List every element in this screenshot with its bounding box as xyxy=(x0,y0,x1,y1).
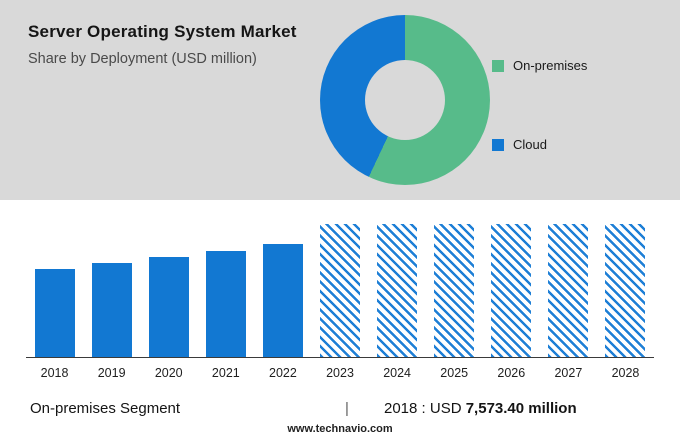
bar-slot xyxy=(483,224,540,357)
footer-caption: On-premises Segment | 2018 : USD 7,573.4… xyxy=(0,392,680,424)
bar-2020 xyxy=(148,257,189,357)
bar-2022 xyxy=(262,244,303,357)
bar-2027 xyxy=(548,224,589,357)
bar-chart-section: 2018 2019 2020 2021 2022 2023 2024 2025 2026 2027… xyxy=(0,200,680,380)
page-subtitle: Share by Deployment (USD million) xyxy=(28,51,257,67)
bar-chart-x-axis-labels: 2018 2019 2020 2021 2022 2023 2024 2025 2026 2027… xyxy=(26,358,654,380)
value-prefix: 2018 : USD xyxy=(384,399,462,417)
bar-year-label: 2025 xyxy=(440,366,469,380)
bar-slot xyxy=(254,244,311,357)
donut-chart xyxy=(320,15,490,185)
segment-label: On-premises Segment xyxy=(30,399,181,417)
value-callout: 2018 : USD 7,573.40 million xyxy=(384,400,577,417)
bar-chart-plot-area xyxy=(26,222,654,358)
bar-year-label: 2028 xyxy=(611,366,640,380)
bar-2023 xyxy=(320,224,361,357)
bar-year-label: 2018 xyxy=(40,366,69,380)
header-section: Server Operating System Market Share by … xyxy=(0,0,680,200)
bar-slot xyxy=(83,263,140,357)
bar-year-label: 2022 xyxy=(269,366,297,380)
bar-slot xyxy=(311,224,368,357)
bar-2026 xyxy=(491,224,532,357)
legend-swatch xyxy=(492,59,504,72)
bar-year-label: 2020 xyxy=(154,366,183,380)
bar-2018 xyxy=(34,269,75,357)
page-title: Server Operating System Market xyxy=(28,22,297,41)
bar-slot xyxy=(369,224,426,357)
chart-legend: On-premises Cloud xyxy=(492,58,587,152)
bar-slot xyxy=(426,224,483,357)
bar-year-label: 2027 xyxy=(554,366,583,380)
bar-2028 xyxy=(605,224,646,357)
legend-label: Cloud xyxy=(513,137,547,152)
bar-year-label: 2019 xyxy=(97,366,126,380)
bar-2019 xyxy=(91,263,132,357)
bar-slot xyxy=(26,269,83,357)
separator: | xyxy=(345,399,349,417)
bar-2021 xyxy=(205,251,246,357)
bar-slot xyxy=(197,251,254,357)
legend-swatch xyxy=(492,138,504,151)
legend-label: On-premises xyxy=(513,58,588,73)
bar-year-label: 2023 xyxy=(326,366,354,380)
legend-item-on-premises: On-premises xyxy=(492,58,587,73)
legend-item-cloud: Cloud xyxy=(492,137,587,152)
bar-year-label: 2024 xyxy=(383,366,412,380)
bar-2025 xyxy=(434,224,475,357)
bar-2024 xyxy=(377,224,418,357)
bar-slot xyxy=(597,224,654,357)
bar-year-label: 2026 xyxy=(497,366,526,380)
title-block: Server Operating System Market Share by … xyxy=(28,22,297,67)
bar-year-label: 2021 xyxy=(211,366,240,380)
website-url: www.technavio.com xyxy=(287,423,393,435)
value-amount: 7,573.40 million xyxy=(465,399,577,417)
bar-slot xyxy=(540,224,597,357)
bar-slot xyxy=(140,257,197,357)
